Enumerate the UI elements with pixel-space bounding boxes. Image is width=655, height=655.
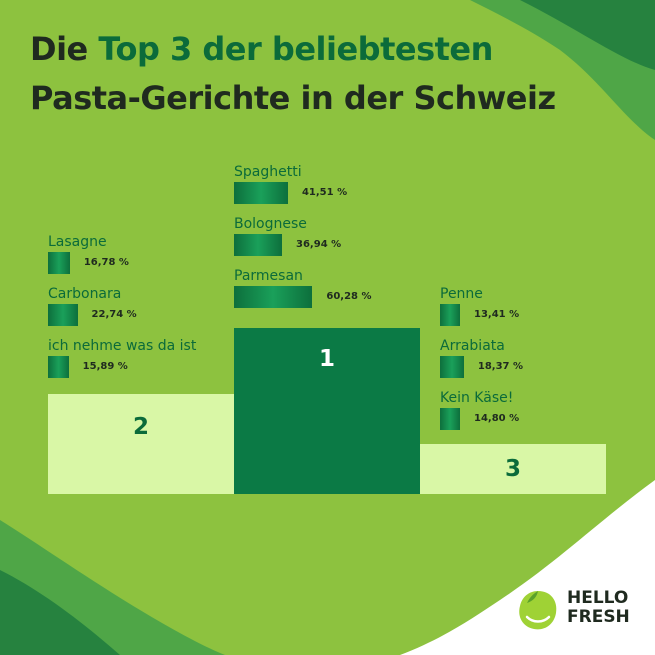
item-value-2-2: 14,80 % bbox=[474, 413, 520, 424]
item-label-1-0: Spaghetti bbox=[234, 164, 302, 180]
title-highlight: Top 3 der beliebtesten bbox=[98, 30, 493, 68]
item-value-0-0: 16,78 % bbox=[83, 257, 129, 268]
brush-stroke-bottom-right-white bbox=[400, 480, 655, 655]
item-value-1-0: 41,51 % bbox=[301, 187, 348, 198]
item-bar-0-0 bbox=[48, 252, 70, 274]
podium-rank-1: 1 bbox=[234, 328, 420, 494]
hellofresh-logo: HELLO FRESH bbox=[515, 585, 645, 635]
item-value-1-1: 36,94 % bbox=[296, 239, 342, 250]
podium-rank-2: 2 bbox=[48, 394, 234, 494]
item-value-1-2: 60,28 % bbox=[326, 291, 372, 302]
item-label-1-2: Parmesan bbox=[234, 268, 303, 284]
logo-line-2: FRESH bbox=[567, 607, 630, 627]
podium-rank-3: 3 bbox=[420, 444, 606, 494]
item-value-2-1: 18,37 % bbox=[477, 361, 524, 372]
item-label-2-2: Kein Käse! bbox=[440, 390, 514, 406]
item-value-2-0: 13,41 % bbox=[474, 309, 520, 320]
page-title-line-1: Die Top 3 der beliebtesten bbox=[30, 30, 493, 68]
item-value-0-1: 22,74 % bbox=[91, 309, 137, 320]
logo-line-1: HELLO bbox=[567, 588, 629, 608]
lime-icon bbox=[519, 591, 557, 630]
item-bar-0-2 bbox=[48, 356, 69, 378]
item-label-1-1: Bolognese bbox=[234, 216, 307, 232]
item-bar-2-0 bbox=[440, 304, 460, 326]
item-bar-0-1 bbox=[48, 304, 78, 326]
title-prefix: Die bbox=[30, 30, 99, 68]
item-label-2-1: Arrabiata bbox=[440, 338, 505, 354]
item-bar-1-0 bbox=[234, 182, 288, 204]
item-bar-1-1 bbox=[234, 234, 283, 256]
brush-stroke-bottom-left-2 bbox=[0, 570, 120, 655]
item-label-0-1: Carbonara bbox=[48, 286, 122, 302]
item-bar-2-1 bbox=[440, 356, 464, 378]
item-label-0-2: ich nehme was da ist bbox=[48, 338, 197, 354]
item-bar-1-2 bbox=[234, 286, 313, 308]
logo-wordmark: HELLO FRESH bbox=[567, 589, 630, 627]
item-label-0-0: Lasagne bbox=[48, 234, 107, 250]
page-title-line-2: Pasta-Gerichte in der Schweiz bbox=[30, 79, 556, 117]
item-label-2-0: Penne bbox=[440, 286, 483, 302]
brush-stroke-top-right-2 bbox=[520, 0, 655, 70]
item-bar-2-2 bbox=[440, 408, 460, 430]
item-value-0-2: 15,89 % bbox=[82, 361, 128, 372]
